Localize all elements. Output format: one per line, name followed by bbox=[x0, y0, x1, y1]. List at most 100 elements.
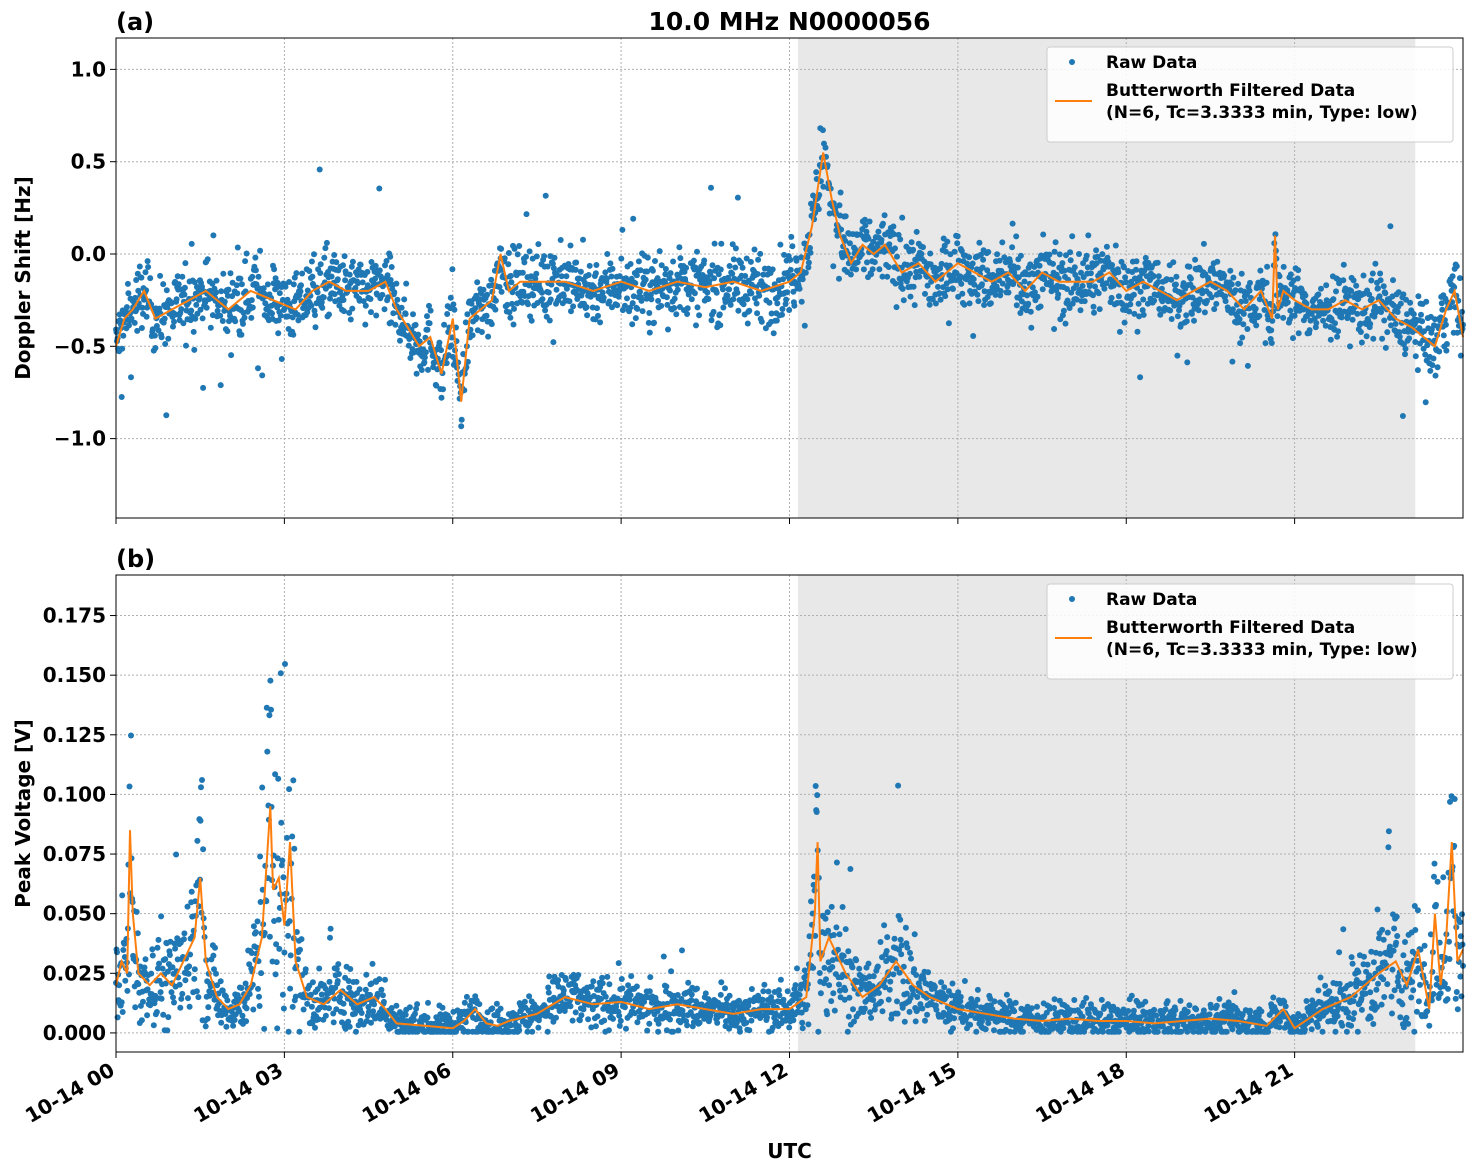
raw-data-point bbox=[876, 266, 883, 273]
raw-data-point bbox=[1192, 256, 1199, 263]
raw-data-point bbox=[1133, 258, 1140, 265]
raw-data-point bbox=[937, 296, 944, 303]
raw-data-point bbox=[737, 1028, 743, 1035]
raw-data-point bbox=[1186, 1002, 1193, 1009]
raw-data-point bbox=[864, 259, 870, 266]
raw-data-point bbox=[1335, 328, 1342, 335]
raw-data-point bbox=[158, 995, 165, 1002]
raw-data-point bbox=[813, 809, 820, 815]
raw-data-point bbox=[290, 281, 297, 288]
raw-data-point bbox=[1284, 299, 1291, 306]
legend: Raw Data Butterworth Filtered Data (N=6,… bbox=[1046, 46, 1454, 143]
raw-data-point bbox=[1079, 282, 1086, 289]
raw-data-point bbox=[286, 918, 293, 925]
raw-data-point bbox=[867, 1009, 874, 1016]
raw-data-point bbox=[1262, 340, 1269, 347]
raw-data-point bbox=[1200, 1007, 1207, 1014]
raw-data-point bbox=[798, 1009, 805, 1016]
raw-data-point bbox=[1333, 288, 1339, 295]
raw-data-point bbox=[1456, 275, 1463, 282]
raw-data-point bbox=[267, 677, 274, 684]
raw-data-point bbox=[1358, 339, 1365, 346]
raw-data-point bbox=[601, 1017, 608, 1024]
raw-data-point bbox=[950, 286, 956, 292]
raw-data-point bbox=[1412, 353, 1419, 360]
raw-data-point bbox=[837, 987, 843, 994]
raw-data-point bbox=[1003, 991, 1010, 998]
raw-data-point bbox=[125, 290, 132, 297]
raw-data-point bbox=[830, 932, 837, 938]
raw-data-point bbox=[592, 270, 599, 277]
raw-data-point bbox=[946, 262, 953, 269]
raw-data-point bbox=[906, 1008, 913, 1015]
raw-data-point bbox=[604, 973, 611, 980]
raw-data-point bbox=[1229, 306, 1236, 313]
raw-data-point bbox=[549, 260, 556, 267]
raw-data-point bbox=[907, 949, 913, 956]
raw-data-point bbox=[331, 252, 338, 258]
raw-data-point bbox=[667, 287, 673, 294]
raw-data-point bbox=[572, 1009, 579, 1016]
raw-data-point bbox=[761, 981, 768, 988]
raw-data-point bbox=[1423, 298, 1430, 305]
raw-data-point bbox=[296, 1028, 303, 1035]
raw-data-point bbox=[744, 296, 751, 303]
raw-data-point bbox=[754, 310, 761, 317]
raw-data-point bbox=[949, 980, 956, 987]
raw-data-point bbox=[145, 264, 152, 270]
raw-data-point bbox=[840, 952, 847, 959]
raw-data-point bbox=[602, 993, 609, 1000]
raw-data-point bbox=[1302, 292, 1309, 299]
raw-data-point bbox=[735, 307, 742, 314]
raw-data-point bbox=[1287, 271, 1294, 278]
raw-data-point bbox=[1366, 291, 1373, 298]
raw-data-point bbox=[374, 990, 381, 997]
raw-data-point bbox=[158, 913, 165, 920]
raw-data-point bbox=[311, 251, 317, 258]
raw-data-point bbox=[160, 281, 167, 288]
raw-data-point bbox=[870, 973, 877, 980]
raw-data-point bbox=[1156, 306, 1163, 312]
raw-data-point bbox=[648, 296, 655, 303]
raw-data-point bbox=[617, 1017, 624, 1024]
raw-data-point bbox=[402, 1011, 409, 1018]
raw-data-point bbox=[662, 266, 669, 272]
raw-data-point bbox=[271, 918, 278, 924]
raw-data-point bbox=[1252, 305, 1259, 312]
raw-data-point bbox=[768, 310, 775, 317]
raw-data-point bbox=[162, 341, 169, 347]
raw-data-point bbox=[1263, 279, 1270, 286]
raw-data-point bbox=[985, 1020, 992, 1027]
raw-data-point bbox=[812, 932, 819, 939]
raw-data-point bbox=[230, 1022, 237, 1029]
raw-data-point bbox=[1130, 291, 1137, 298]
raw-data-point bbox=[588, 1024, 595, 1031]
raw-data-point bbox=[1135, 300, 1142, 307]
raw-data-point bbox=[1380, 283, 1387, 290]
raw-data-point bbox=[249, 304, 256, 311]
raw-data-point bbox=[1412, 339, 1419, 345]
raw-data-point bbox=[372, 275, 379, 282]
raw-data-point bbox=[380, 998, 387, 1005]
raw-data-point bbox=[553, 286, 560, 293]
raw-data-point bbox=[845, 948, 852, 955]
raw-data-point bbox=[892, 245, 898, 252]
raw-data-point bbox=[1077, 287, 1083, 294]
raw-data-point bbox=[1142, 998, 1149, 1005]
raw-data-point bbox=[821, 964, 828, 971]
raw-data-point bbox=[957, 998, 964, 1005]
raw-data-point bbox=[122, 977, 129, 984]
raw-data-point bbox=[133, 908, 140, 915]
raw-data-point bbox=[274, 279, 281, 286]
raw-data-point bbox=[385, 294, 392, 301]
raw-data-point bbox=[1375, 285, 1381, 292]
legend-filtered-params: (N=6, Tc=3.3333 min, Type: low) bbox=[1106, 103, 1418, 123]
raw-data-point bbox=[241, 314, 248, 321]
raw-data-point bbox=[565, 261, 572, 267]
raw-data-point bbox=[1130, 1007, 1137, 1014]
raw-data-point bbox=[1300, 306, 1307, 313]
raw-data-point bbox=[368, 309, 374, 316]
raw-data-point bbox=[1208, 1004, 1215, 1011]
raw-data-point bbox=[204, 1015, 211, 1022]
panel-b: 0.1750.1500.1250.1000.0750.0500.0250.000… bbox=[11, 545, 1466, 1163]
